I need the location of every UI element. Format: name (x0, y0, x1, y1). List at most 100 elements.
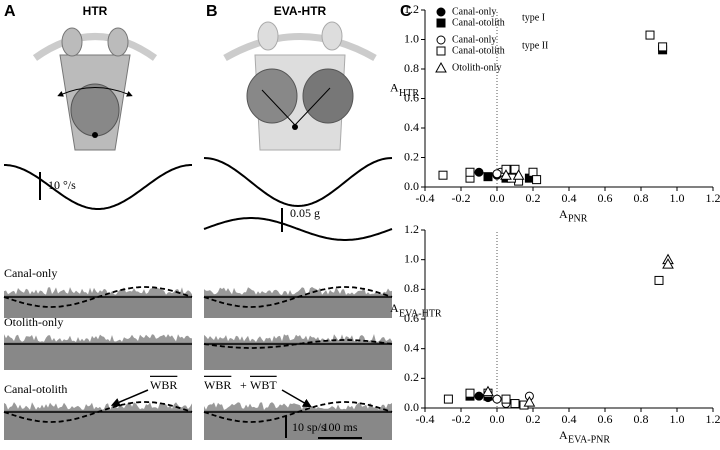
y-tick-label: 1.2 (404, 222, 419, 236)
x-tick-label: 1.2 (706, 412, 720, 426)
scale-label: 0.05 g (290, 206, 320, 220)
point (474, 167, 484, 177)
y-tick-label: 1.2 (404, 2, 419, 16)
point (501, 394, 511, 404)
x-tick-label: -0.4 (416, 191, 435, 205)
scale-label: 100 ms (322, 420, 357, 434)
trace-noise (4, 402, 192, 410)
response-fit (3, 286, 193, 308)
legend-group: type II (522, 40, 548, 51)
annotation: WBT (250, 378, 277, 392)
legend-group: type I (522, 12, 545, 23)
x-tick-label: 0.0 (490, 412, 505, 426)
point (532, 175, 542, 185)
trace-base (204, 295, 392, 318)
x-axis-label-sub: EVA-PNR (568, 434, 610, 445)
point (443, 394, 453, 404)
row-label: Canal-otolith (4, 382, 67, 396)
scale-label: 10 sp/s (292, 420, 326, 434)
x-tick-label: 0.4 (562, 412, 577, 426)
x-tick-label: 0.8 (634, 191, 649, 205)
trace-base (204, 342, 392, 370)
panel-label: C (400, 3, 412, 20)
point (465, 388, 475, 398)
x-tick-label: 0.2 (526, 412, 541, 426)
trace-noise (204, 402, 392, 410)
y-tick-label: 0.0 (404, 400, 419, 414)
panel-title: EVA-HTR (274, 4, 327, 18)
x-tick-label: 0.4 (562, 191, 577, 205)
legend-label: Otolith-only (452, 62, 501, 73)
y-tick-label: 0.4 (404, 120, 419, 134)
legend-marker (436, 18, 446, 28)
annotation: WBR (150, 378, 177, 392)
x-tick-label: 1.0 (670, 412, 685, 426)
panel-title: HTR (83, 4, 108, 18)
scale-label: 10 °/s (48, 178, 76, 192)
trace-base (204, 410, 392, 440)
y-axis-label-sub: EVA-HTR (399, 308, 442, 319)
x-tick-label: 0.6 (598, 191, 613, 205)
trace-base (4, 410, 192, 440)
stimulus-trace (203, 217, 393, 241)
panel-label: B (206, 3, 218, 20)
response-fit (3, 401, 193, 423)
arrow (110, 389, 149, 407)
trace-base (4, 342, 192, 370)
x-tick-label: 0.6 (598, 412, 613, 426)
x-tick-label: 1.0 (670, 191, 685, 205)
legend-label: Canal-otolith (452, 45, 505, 56)
trace-noise (204, 287, 392, 295)
trace-noise (4, 334, 192, 342)
point (482, 385, 494, 397)
legend-label: Canal-only (452, 34, 496, 45)
x-tick-label: -0.4 (416, 412, 435, 426)
y-tick-label: 0.8 (404, 61, 419, 75)
legend-marker (436, 46, 446, 56)
point (528, 167, 538, 177)
y-tick-label: 0.6 (404, 90, 419, 104)
x-axis-label: A (559, 428, 568, 442)
row-label: Otolith-only (4, 315, 63, 329)
point (658, 42, 668, 52)
stimulus-trace (4, 164, 192, 210)
response-fit (203, 401, 393, 423)
point (654, 275, 664, 285)
y-tick-label: 0.2 (404, 370, 419, 384)
point (492, 394, 502, 404)
illustration-htr (32, 27, 158, 151)
point (483, 172, 493, 182)
point (510, 164, 520, 174)
trace-noise (204, 334, 392, 342)
x-tick-label: 1.2 (706, 191, 720, 205)
point (438, 170, 448, 180)
point (465, 167, 475, 177)
y-axis-label-sub: HTR (399, 88, 419, 99)
legend-marker (435, 61, 447, 73)
point (500, 169, 512, 180)
response-fit (203, 286, 393, 308)
trace-base (4, 295, 192, 318)
x-axis-label-sub: PNR (568, 213, 588, 224)
y-tick-label: 0.0 (404, 179, 419, 193)
x-tick-label: 0.0 (490, 191, 505, 205)
point (474, 391, 484, 401)
annotation: WBR (204, 378, 231, 392)
y-tick-label: 0.8 (404, 281, 419, 295)
arrow (281, 389, 312, 408)
x-tick-label: 0.8 (634, 412, 649, 426)
row-label: Canal-only (4, 266, 57, 280)
x-tick-label: -0.2 (452, 191, 471, 205)
legend-label: Canal-only (452, 6, 496, 17)
annotation: + (240, 378, 247, 392)
legend-marker (436, 7, 446, 17)
legend-marker (436, 35, 446, 45)
panel-label: A (4, 3, 16, 20)
stimulus-trace (203, 157, 393, 208)
point (662, 258, 674, 269)
point (512, 169, 525, 180)
legend-label: Canal-otolith (452, 17, 505, 28)
x-tick-label: -0.2 (452, 412, 471, 426)
point (492, 169, 502, 179)
